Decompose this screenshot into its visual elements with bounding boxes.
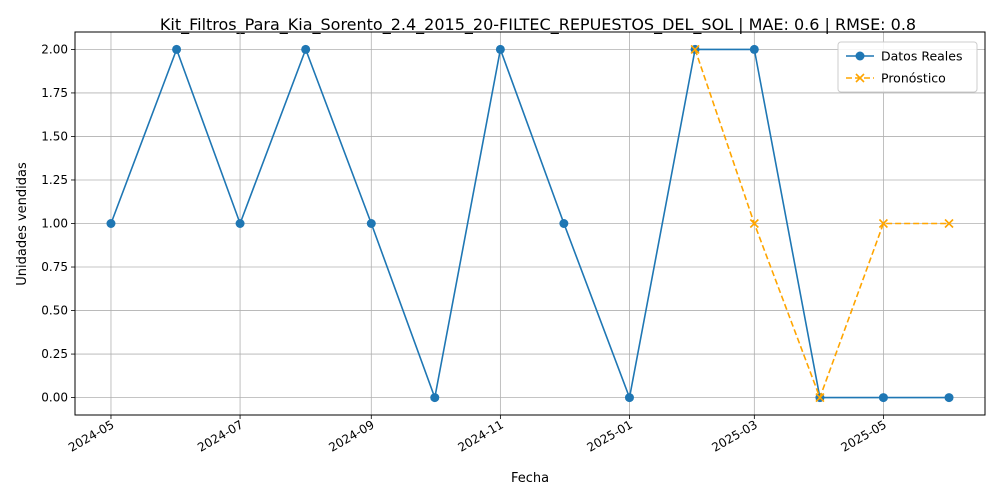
legend: Datos Reales Pronóstico [837, 41, 978, 93]
series-layer [106, 44, 954, 403]
data-point [495, 44, 505, 54]
data-point [172, 44, 182, 54]
data-point [235, 219, 245, 228]
y-axis: 0.00 0.25 0.50 0.75 1.00 1.25 1.50 1.75 2.00 [41, 42, 75, 405]
data-point [624, 393, 634, 403]
x-marker-stroke [749, 218, 759, 229]
x-tick-label: 2025-05 [838, 417, 888, 454]
y-tick-label: 0.75 [41, 260, 68, 274]
x-axis: 2024-05 2024-07 2024-09 2024-11 2025-01 2025-… [66, 415, 889, 455]
x-marker-stroke [878, 218, 888, 229]
x-tick-label: 2024-07 [195, 417, 245, 454]
data-point [878, 218, 888, 229]
legend-label: Datos Reales [881, 49, 962, 64]
y-tick-label: 1.75 [41, 86, 68, 100]
y-tick-label: 1.00 [41, 217, 68, 231]
y-tick-label: 0.00 [41, 391, 68, 405]
x-tick-label: 2024-11 [455, 417, 505, 454]
series-line-0 [110, 46, 949, 401]
data-point [878, 393, 888, 403]
y-axis-label: Unidades vendidas [15, 162, 30, 286]
x-marker-stroke [690, 44, 700, 54]
data-point [690, 44, 700, 54]
data-point [749, 218, 759, 229]
data-point [749, 44, 759, 54]
x-tick-label: 2025-03 [709, 417, 759, 454]
x-axis-label: Fecha [511, 471, 549, 486]
y-tick-label: 1.25 [41, 173, 68, 187]
x-marker-stroke [855, 73, 865, 83]
data-point [366, 219, 376, 228]
legend-marker [855, 51, 865, 61]
data-point [430, 393, 440, 403]
x-marker-stroke [815, 393, 825, 403]
y-tick-label: 0.25 [41, 347, 68, 361]
y-tick-label: 0.50 [41, 304, 68, 318]
data-point [944, 218, 954, 229]
x-marker-stroke [944, 218, 954, 229]
data-point [815, 393, 825, 403]
x-tick-label: 2024-09 [326, 417, 376, 454]
legend-label: Pronóstico [881, 71, 946, 86]
data-point [301, 44, 311, 54]
legend-marker [855, 73, 865, 83]
chart-title: Kit_Filtros_Para_Kia_Sorento_2.4_2015_20… [160, 15, 916, 35]
y-tick-label: 1.50 [41, 129, 68, 143]
data-point [559, 219, 569, 228]
y-tick-label: 2.00 [41, 42, 68, 56]
data-point [106, 219, 116, 228]
x-tick-label: 2025-01 [585, 417, 635, 454]
x-tick-label: 2024-05 [66, 417, 116, 454]
legend-box [837, 41, 978, 93]
data-point [944, 393, 954, 403]
